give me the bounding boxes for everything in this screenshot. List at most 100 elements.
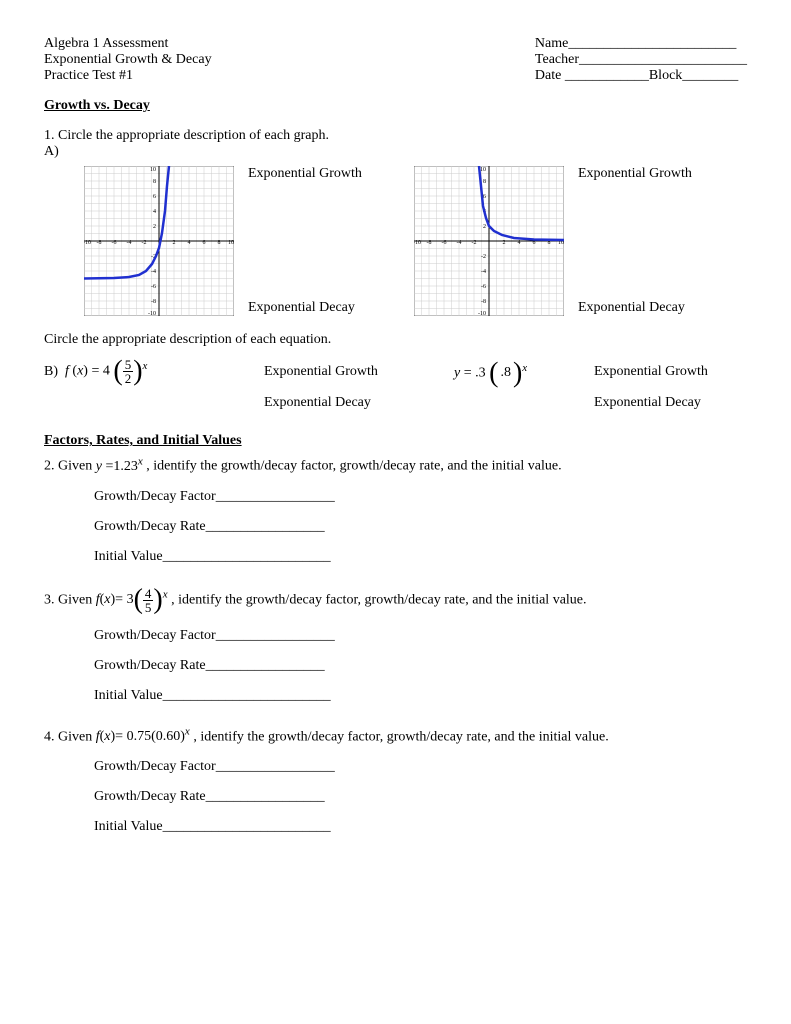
q4-factor-blank [216, 759, 335, 774]
q4-rate-blank [206, 789, 325, 804]
svg-text:4: 4 [153, 209, 156, 215]
svg-text:-10: -10 [478, 311, 486, 316]
q3-factor: Growth/Decay Factor [94, 628, 747, 644]
q4-initial-label: Initial Value [94, 819, 163, 834]
label-growth-b: Exponential Growth [578, 166, 734, 182]
chart-b-decay: -10-8-6-4-2 246810 108642 -2-4-6-8-10 [414, 166, 564, 316]
label-decay-a: Exponential Decay [248, 300, 404, 316]
q4-pre: 4. Given [44, 729, 96, 744]
eq-b-label-growth: Exponential Growth [264, 364, 414, 380]
svg-text:-2: -2 [142, 240, 147, 246]
eq-c-label-growth: Exponential Growth [594, 364, 744, 380]
q2-initial-label: Initial Value [94, 549, 163, 564]
eq-c-a: .3 [475, 365, 486, 380]
q3-sup: x [163, 589, 168, 601]
equation-row-b: B) f (x) = 4 (52)x Exponential Growth y … [44, 358, 747, 385]
eq-b-den: 2 [123, 372, 134, 385]
q3-initial-label: Initial Value [94, 688, 163, 703]
q4-factor-label: Growth/Decay Factor [94, 759, 216, 774]
svg-text:-4: -4 [481, 269, 486, 275]
q3-rparen-big: ) [153, 584, 162, 615]
svg-text:-4: -4 [457, 240, 462, 246]
q3-rate: Growth/Decay Rate [94, 658, 747, 674]
date-block-field: Date Block________ [535, 68, 747, 84]
name-label: Name [535, 36, 568, 51]
svg-text:-10: -10 [84, 240, 91, 246]
q3-answers: Growth/Decay Factor Growth/Decay Rate In… [44, 628, 747, 704]
svg-text:6: 6 [533, 240, 536, 246]
svg-text:-6: -6 [151, 284, 156, 290]
part-b-label: B) [44, 364, 58, 380]
svg-text:10: 10 [480, 167, 486, 173]
eq-c-rparen: ) [513, 357, 522, 388]
q2-b: 1.23 [113, 459, 138, 474]
question-4: 4. Given f(x)= 0.75(0.60)x , identify th… [44, 726, 747, 746]
question-2: 2. Given y =1.23x , identify the growth/… [44, 455, 747, 475]
section-growth-vs-decay: Growth vs. Decay [44, 98, 747, 114]
q2-answers: Growth/Decay Factor Growth/Decay Rate In… [44, 489, 747, 565]
block-label: Block [649, 68, 682, 83]
header-left: Algebra 1 Assessment Exponential Growth … [44, 36, 212, 84]
svg-text:-6: -6 [112, 240, 117, 246]
q4-answers: Growth/Decay Factor Growth/Decay Rate In… [44, 759, 747, 835]
date-label: Date [535, 68, 565, 83]
eq-b-eq: = 4 [91, 364, 109, 379]
q2-sup: x [138, 455, 143, 467]
header-title-1: Algebra 1 Assessment [44, 36, 212, 52]
svg-text:-6: -6 [481, 284, 486, 290]
svg-text:4: 4 [188, 240, 191, 246]
q4-initial: Initial Value [94, 819, 747, 835]
q3-pre: 3. Given [44, 592, 96, 607]
header: Algebra 1 Assessment Exponential Growth … [44, 36, 747, 84]
q3-post: , identify the growth/decay factor, grow… [171, 592, 586, 607]
question-3: 3. Given f(x)= 3(45)x , identify the gro… [44, 587, 747, 614]
q3-rate-blank [206, 658, 325, 673]
q3-factor-label: Growth/Decay Factor [94, 628, 216, 643]
q3-initial-blank [163, 688, 331, 703]
svg-text:-8: -8 [151, 299, 156, 305]
teacher-field: Teacher [535, 52, 747, 68]
teacher-label: Teacher [535, 52, 579, 67]
q3-frac: 45 [143, 587, 154, 614]
eq-c-y: y [454, 365, 460, 380]
q2-factor: Growth/Decay Factor [94, 489, 747, 505]
q2-initial-blank [163, 549, 331, 564]
eq-b-num: 5 [123, 358, 134, 372]
svg-text:8: 8 [218, 240, 221, 246]
header-title-3: Practice Test #1 [44, 68, 212, 84]
worksheet-page: Algebra 1 Assessment Exponential Growth … [0, 0, 791, 1024]
eq-b-paren2: ) [83, 364, 88, 379]
q4-b: 0.60 [156, 729, 181, 744]
q2-factor-label: Growth/Decay Factor [94, 489, 216, 504]
question-1-part-a: A) [44, 144, 747, 160]
q4-post: , identify the growth/decay factor, grow… [193, 729, 608, 744]
eq-c-label-decay: Exponential Decay [594, 395, 744, 411]
svg-text:-8: -8 [481, 299, 486, 305]
svg-text:-10: -10 [148, 311, 156, 316]
q2-pre: 2. Given [44, 459, 96, 474]
chart-a-growth: -10-8-6-4-2 246810 108642 -2-4-6-8-10 [84, 166, 234, 316]
svg-text:-2: -2 [472, 240, 477, 246]
q4-eq: = 0.75 [115, 729, 151, 744]
q2-rate-label: Growth/Decay Rate [94, 519, 206, 534]
q2-factor-blank [216, 489, 335, 504]
eq-b-label-decay: Exponential Decay [264, 395, 414, 411]
eq-c-b: .8 [498, 365, 513, 380]
eq-c-sup: x [522, 362, 527, 374]
q4-sup: x [185, 726, 190, 738]
eq-b-rparen-big: ) [133, 356, 142, 387]
eq-b-frac: 52 [123, 358, 134, 385]
svg-text:8: 8 [153, 179, 156, 185]
equation-c: y = .3 (.8)x [454, 362, 594, 382]
equation-b: B) f (x) = 4 (52)x [44, 358, 264, 385]
q4-initial-blank [163, 819, 331, 834]
eq-b-sup: x [143, 360, 148, 372]
q3-initial: Initial Value [94, 688, 747, 704]
svg-text:2: 2 [483, 224, 486, 230]
name-blank [568, 36, 736, 51]
section-factors-rates: Factors, Rates, and Initial Values [44, 433, 747, 449]
chart-block-a: -10-8-6-4-2 246810 108642 -2-4-6-8-10 Ex… [84, 166, 404, 316]
svg-text:6: 6 [153, 194, 156, 200]
svg-text:-8: -8 [97, 240, 102, 246]
chart-block-b: -10-8-6-4-2 246810 108642 -2-4-6-8-10 Ex… [414, 166, 734, 316]
